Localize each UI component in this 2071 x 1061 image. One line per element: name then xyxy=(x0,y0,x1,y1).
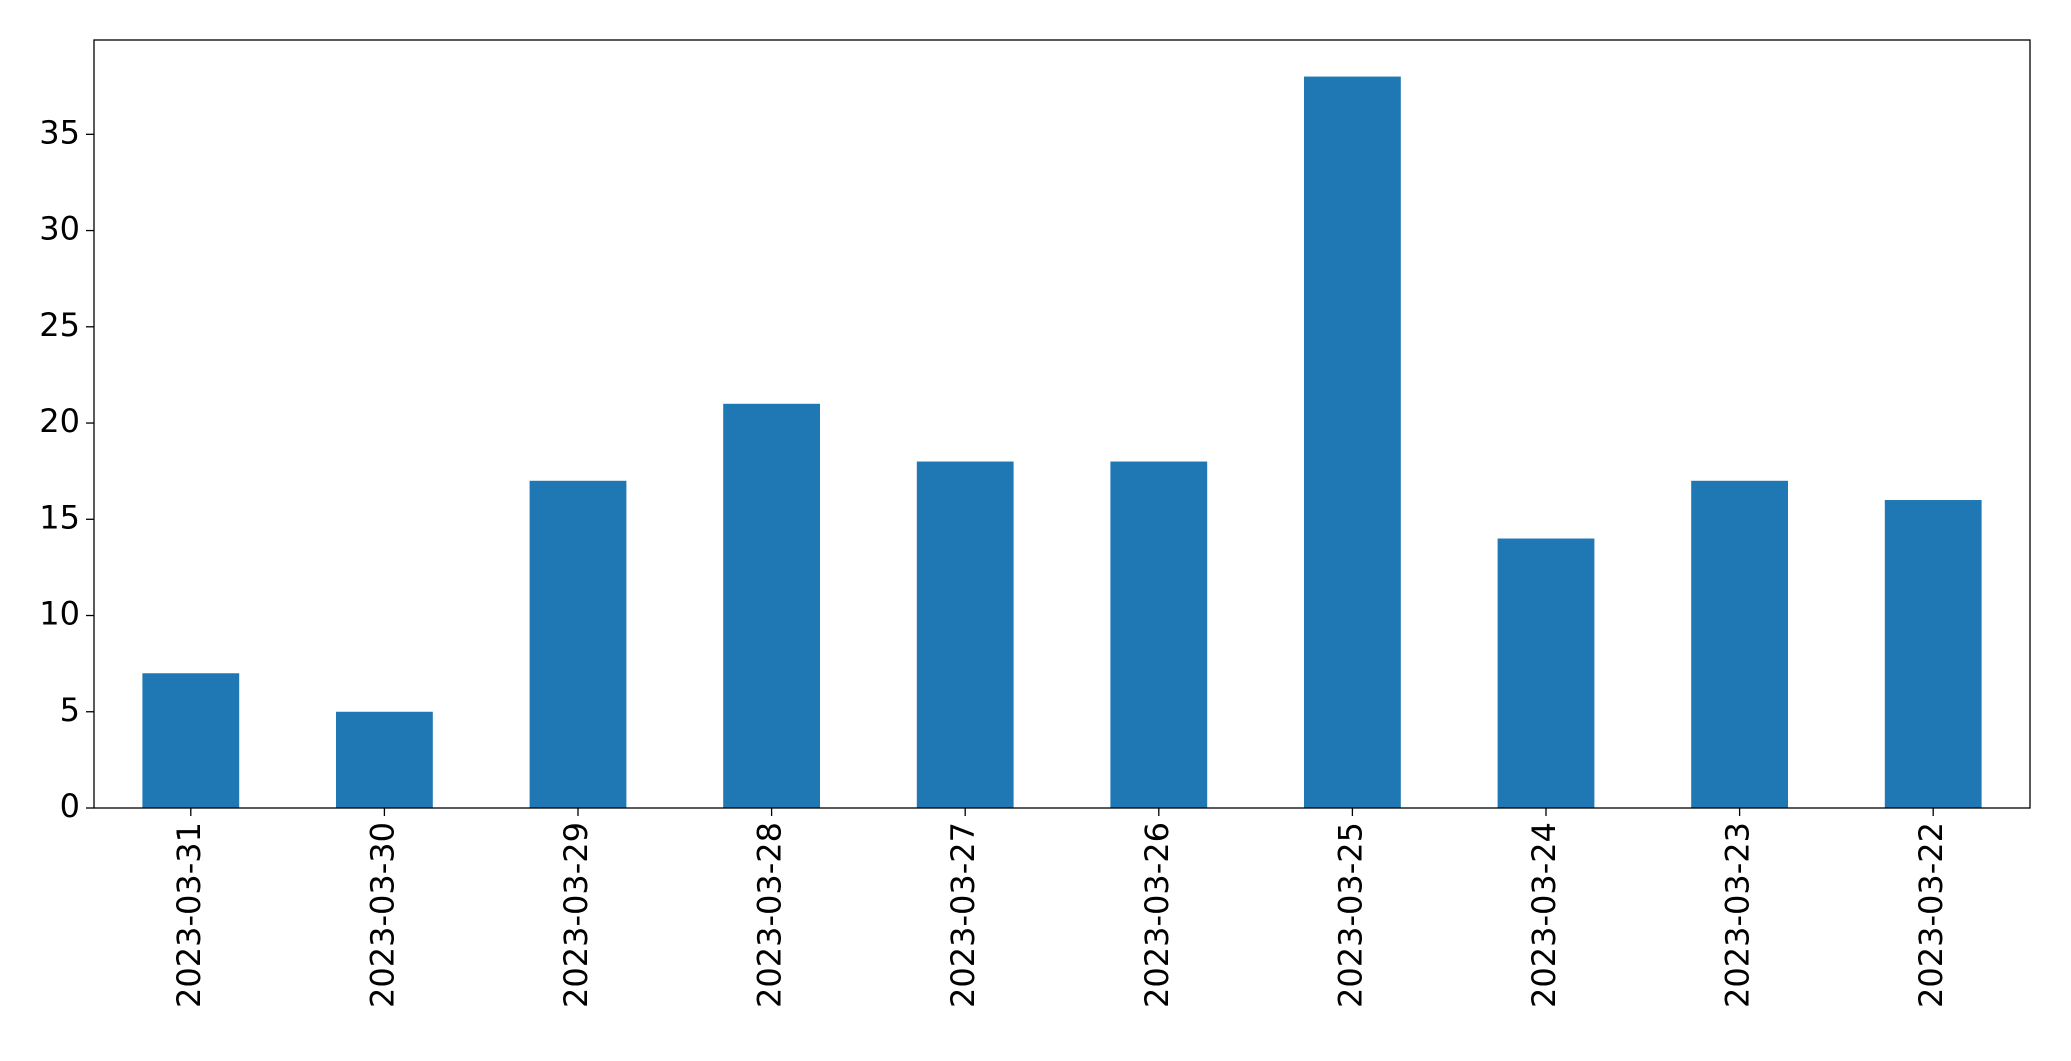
x-tick-label: 2023-03-29 xyxy=(557,822,595,1008)
x-tick-label: 2023-03-24 xyxy=(1525,822,1563,1008)
x-tick-label: 2023-03-25 xyxy=(1331,822,1369,1008)
bar xyxy=(529,480,627,808)
y-tick-label: 0 xyxy=(60,787,80,825)
bar xyxy=(336,711,433,808)
y-tick-label: 10 xyxy=(39,595,80,633)
bar xyxy=(916,461,1014,808)
x-tick-label: 2023-03-27 xyxy=(944,822,982,1008)
bar xyxy=(1884,500,1982,808)
x-tick-label: 2023-03-31 xyxy=(170,822,208,1008)
bar xyxy=(1497,538,1595,808)
bar xyxy=(1304,76,1401,809)
x-tick-label: 2023-03-22 xyxy=(1912,822,1950,1008)
y-tick-label: 25 xyxy=(39,306,80,344)
bar xyxy=(142,673,240,808)
y-tick-label: 15 xyxy=(39,498,80,536)
y-tick-label: 35 xyxy=(39,113,80,151)
x-tick-label: 2023-03-23 xyxy=(1719,822,1757,1008)
x-tick-label: 2023-03-26 xyxy=(1138,822,1176,1008)
plot-frame xyxy=(93,39,2031,809)
y-tick-label: 5 xyxy=(60,691,80,729)
bar xyxy=(723,403,820,808)
bar xyxy=(1110,461,1208,808)
x-tick-label: 2023-03-28 xyxy=(751,822,789,1008)
y-tick-label: 20 xyxy=(39,402,80,440)
x-tick-label: 2023-03-30 xyxy=(363,822,401,1008)
bar xyxy=(1691,480,1788,808)
y-tick-label: 30 xyxy=(39,210,80,248)
